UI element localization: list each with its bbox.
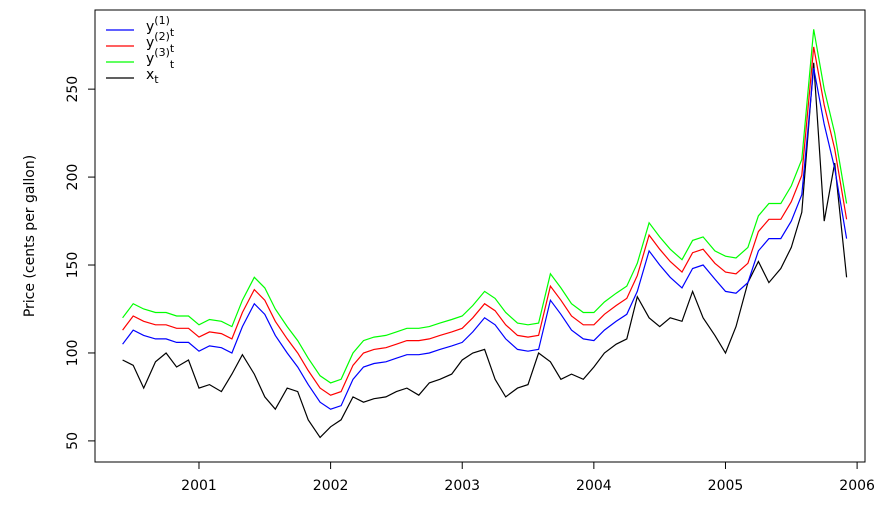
series-line [122,46,848,396]
series-line [122,67,848,410]
x-tick-label: 2003 [444,478,480,494]
x-tick-label: 2004 [576,478,612,494]
x-tick-label: 2001 [181,478,217,494]
y-tick-label: 200 [65,164,81,191]
legend-label: y(3)t [146,46,175,71]
series-line [122,29,848,384]
legend-label: y(1)t [146,14,175,39]
x-tick-label: 2006 [839,478,875,494]
legend-label: xt [146,67,159,86]
series-line [122,62,848,439]
y-tick-label: 250 [65,76,81,103]
y-tick-label: 150 [65,252,81,279]
x-tick-label: 2002 [313,478,349,494]
legend-label: y(2)t [146,30,175,55]
y-tick-label: 100 [65,340,81,367]
y-tick-label: 50 [65,432,81,450]
plot-frame [94,9,866,463]
x-tick-label: 2005 [708,478,744,494]
y-axis-label: Price (cents per gallon) [22,155,38,317]
